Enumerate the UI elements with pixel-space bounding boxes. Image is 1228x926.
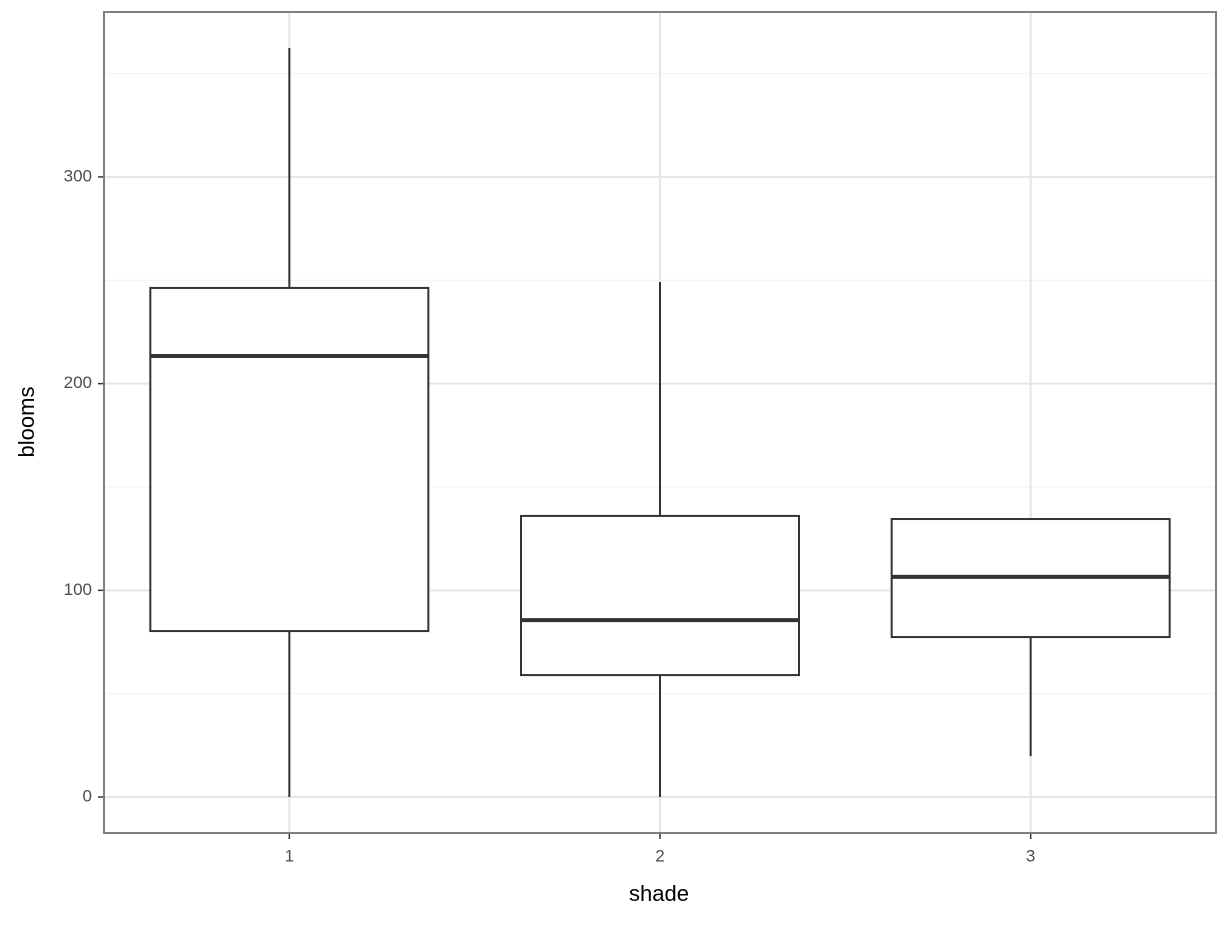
box [520,514,800,677]
box [149,286,430,633]
y-tick-label: 200 [64,373,92,392]
x-axis-title: shade [629,881,689,906]
x-tick-label: 3 [1026,846,1035,865]
panel-border [103,11,1217,834]
y-tick-label: 0 [83,787,92,806]
y-tick-label: 300 [64,166,92,185]
y-axis-title: blooms [14,387,39,458]
x-tick-label: 2 [655,846,664,865]
x-tick-label: 1 [285,846,294,865]
y-tick-label: 100 [64,580,92,599]
